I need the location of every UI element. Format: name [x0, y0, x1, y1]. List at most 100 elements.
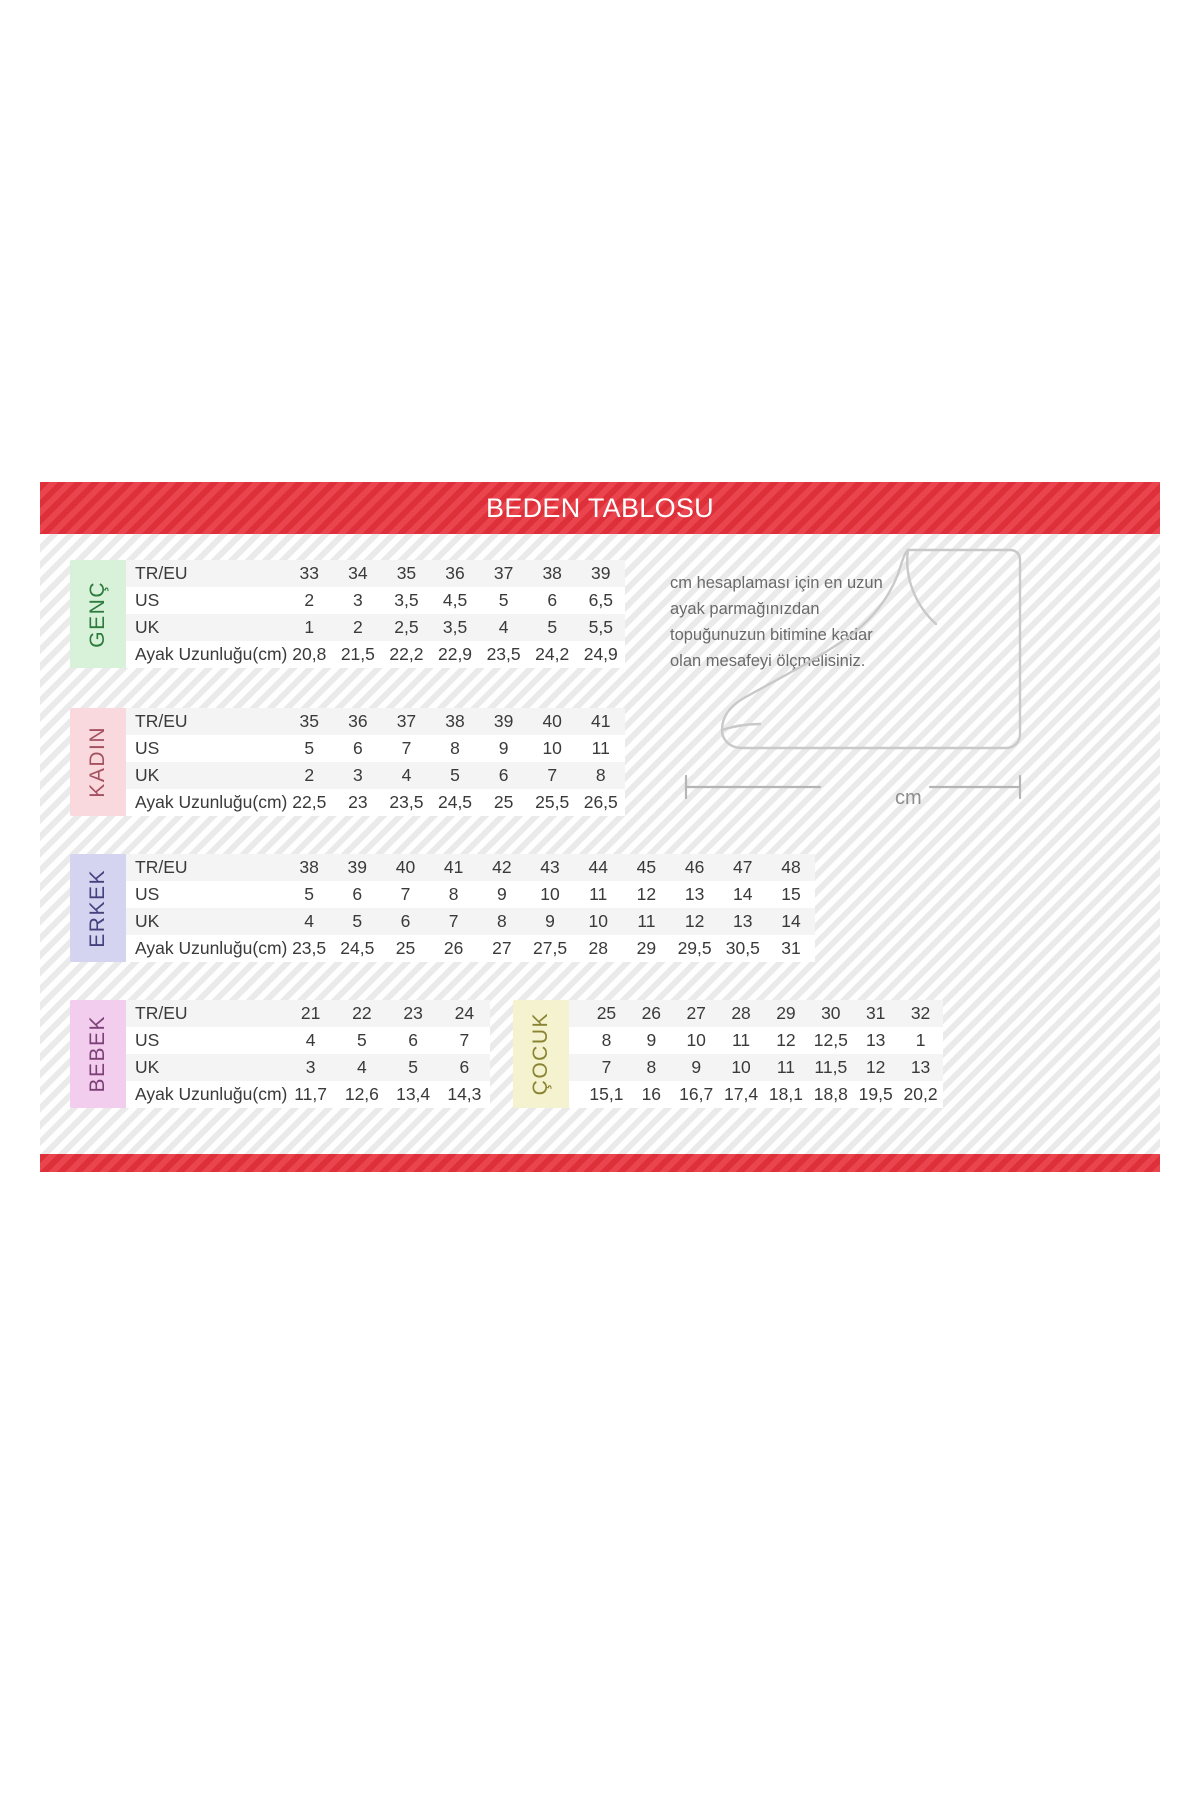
cell: 12,5 — [813, 1030, 848, 1050]
cell: 14 — [781, 911, 801, 931]
cell: 39 — [493, 711, 514, 731]
cell: 12 — [776, 1030, 796, 1050]
row-label-uk: UK — [135, 765, 160, 785]
table-grid-genc: TR/EU 33 34 35 36 37 38 39 US 2 — [126, 560, 625, 668]
cell: 8 — [450, 738, 460, 758]
table-row: TR/EU 33 34 35 36 37 38 39 — [126, 560, 625, 587]
cell: 37 — [493, 563, 514, 583]
table-row: US 5 6 7 8 9 10 11 — [126, 735, 625, 762]
row-cells-length: 11,7 12,6 13,4 14,3 — [285, 1084, 490, 1105]
cell: 8 — [601, 1030, 612, 1050]
row-label-length: Ayak Uzunluğu(cm) — [135, 938, 288, 958]
table-row: UK 4 5 6 7 8 9 10 11 12 13 14 — [126, 908, 815, 935]
cell: 22,9 — [437, 644, 473, 664]
cell: 25 — [596, 1003, 617, 1023]
cell: 4,5 — [442, 590, 468, 610]
cell: 10 — [540, 884, 560, 904]
cell: 1 — [304, 617, 315, 637]
cell: 11 — [776, 1057, 796, 1077]
cell: 32 — [910, 1003, 931, 1023]
size-table-erkek: ERKEK TR/EU 38 39 40 41 42 43 44 45 46 — [70, 854, 815, 962]
cell: 5 — [304, 884, 314, 904]
cell: 39 — [591, 563, 611, 583]
table-row: TR/EU 21 22 23 24 — [126, 1000, 490, 1027]
table-side-label-kadin: KADIN — [70, 708, 126, 816]
cell: 7 — [547, 765, 558, 785]
row-label-us: US — [135, 738, 160, 758]
cell: 45 — [636, 857, 657, 877]
cell: 2 — [304, 590, 315, 610]
row-cells-length: 22,5 23 23,5 24,5 25 25,5 26,5 — [285, 792, 625, 813]
cell: 14 — [733, 884, 753, 904]
row-cells-us: 8 9 10 11 12 12,5 13 1 — [584, 1030, 943, 1051]
cell: 25,5 — [535, 792, 570, 812]
cell: 4 — [304, 911, 314, 931]
cell: 5 — [352, 911, 363, 931]
cell: 28 — [588, 938, 608, 958]
cell: 8 — [646, 1057, 657, 1077]
cell: 29 — [636, 938, 657, 958]
chart-footer-bar — [40, 1154, 1160, 1172]
table-grid-kadin: TR/EU 35 36 37 38 39 40 41 US 5 — [126, 708, 625, 816]
table-row: 8 9 10 11 12 12,5 13 1 — [569, 1027, 943, 1054]
row-cells-treu: 25 26 27 28 29 30 31 32 — [584, 1003, 943, 1024]
row-label-us: US — [135, 1030, 160, 1050]
cell: 44 — [588, 857, 608, 877]
category-label-genc: GENÇ — [86, 580, 109, 648]
cell: 16 — [641, 1084, 662, 1104]
cell: 35 — [396, 563, 417, 583]
table-row: Ayak Uzunluğu(cm) 23,5 24,5 25 26 27 27,… — [126, 935, 815, 962]
cell: 38 — [445, 711, 465, 731]
table-row: 15,1 16 16,7 17,4 18,1 18,8 19,5 20,2 — [569, 1081, 943, 1108]
category-label-erkek: ERKEK — [86, 868, 109, 948]
cell: 5 — [357, 1030, 367, 1050]
row-cells-treu: 33 34 35 36 37 38 39 — [285, 563, 625, 584]
cell: 4 — [401, 765, 412, 785]
cell: 10 — [731, 1057, 751, 1077]
cell: 35 — [299, 711, 320, 731]
cell: 24,5 — [340, 938, 375, 958]
cell: 3 — [353, 765, 363, 785]
cell: 13,4 — [396, 1084, 431, 1104]
cell: 21 — [300, 1003, 321, 1023]
chart-header-bar: BEDEN TABLOSU — [40, 482, 1160, 534]
cell: 9 — [496, 884, 507, 904]
cell: 11 — [637, 911, 656, 931]
cell: 11 — [589, 884, 608, 904]
cell: 7 — [459, 1030, 470, 1050]
cell: 19,5 — [858, 1084, 893, 1104]
cell: 27 — [686, 1003, 706, 1023]
cell: 22 — [352, 1003, 372, 1023]
row-label-us: US — [135, 590, 160, 610]
cell: 8 — [595, 765, 606, 785]
cell: 6 — [459, 1057, 470, 1077]
table-row: TR/EU 35 36 37 38 39 40 41 — [126, 708, 625, 735]
category-label-bebek: BEBEK — [86, 1015, 109, 1093]
cell: 11 — [731, 1030, 751, 1050]
cell: 12 — [684, 911, 705, 931]
table-row: 7 8 9 10 11 11,5 12 13 — [569, 1054, 943, 1081]
cell: 23 — [403, 1003, 423, 1023]
table-row: UK 2 3 4 5 6 7 8 — [126, 762, 625, 789]
row-cells-uk: 7 8 9 10 11 11,5 12 13 — [584, 1057, 943, 1078]
table-side-label-bebek: BEBEK — [70, 1000, 126, 1108]
row-label-treu: TR/EU — [135, 711, 188, 731]
row-cells-us: 5 6 7 8 9 10 11 — [285, 738, 625, 759]
cell: 8 — [448, 884, 459, 904]
cell: 3,5 — [394, 590, 419, 610]
row-cells-length: 15,1 16 16,7 17,4 18,1 18,8 19,5 20,2 — [584, 1084, 943, 1105]
cell: 23,5 — [292, 938, 327, 958]
cell: 18,1 — [768, 1084, 803, 1104]
cell: 24 — [454, 1003, 475, 1023]
category-label-cocuk: ÇOCUK — [529, 1012, 552, 1096]
table-grid-bebek: TR/EU 21 22 23 24 US 4 5 6 7 — [126, 1000, 490, 1108]
cell: 7 — [448, 911, 459, 931]
cell: 24,2 — [535, 644, 570, 664]
row-cells-us: 5 6 7 8 9 10 11 12 13 14 15 — [285, 884, 815, 905]
cell: 9 — [691, 1057, 702, 1077]
cell: 4 — [357, 1057, 367, 1077]
cell: 31 — [865, 1003, 886, 1023]
table-row: US 4 5 6 7 — [126, 1027, 490, 1054]
cell: 11 — [591, 738, 610, 758]
